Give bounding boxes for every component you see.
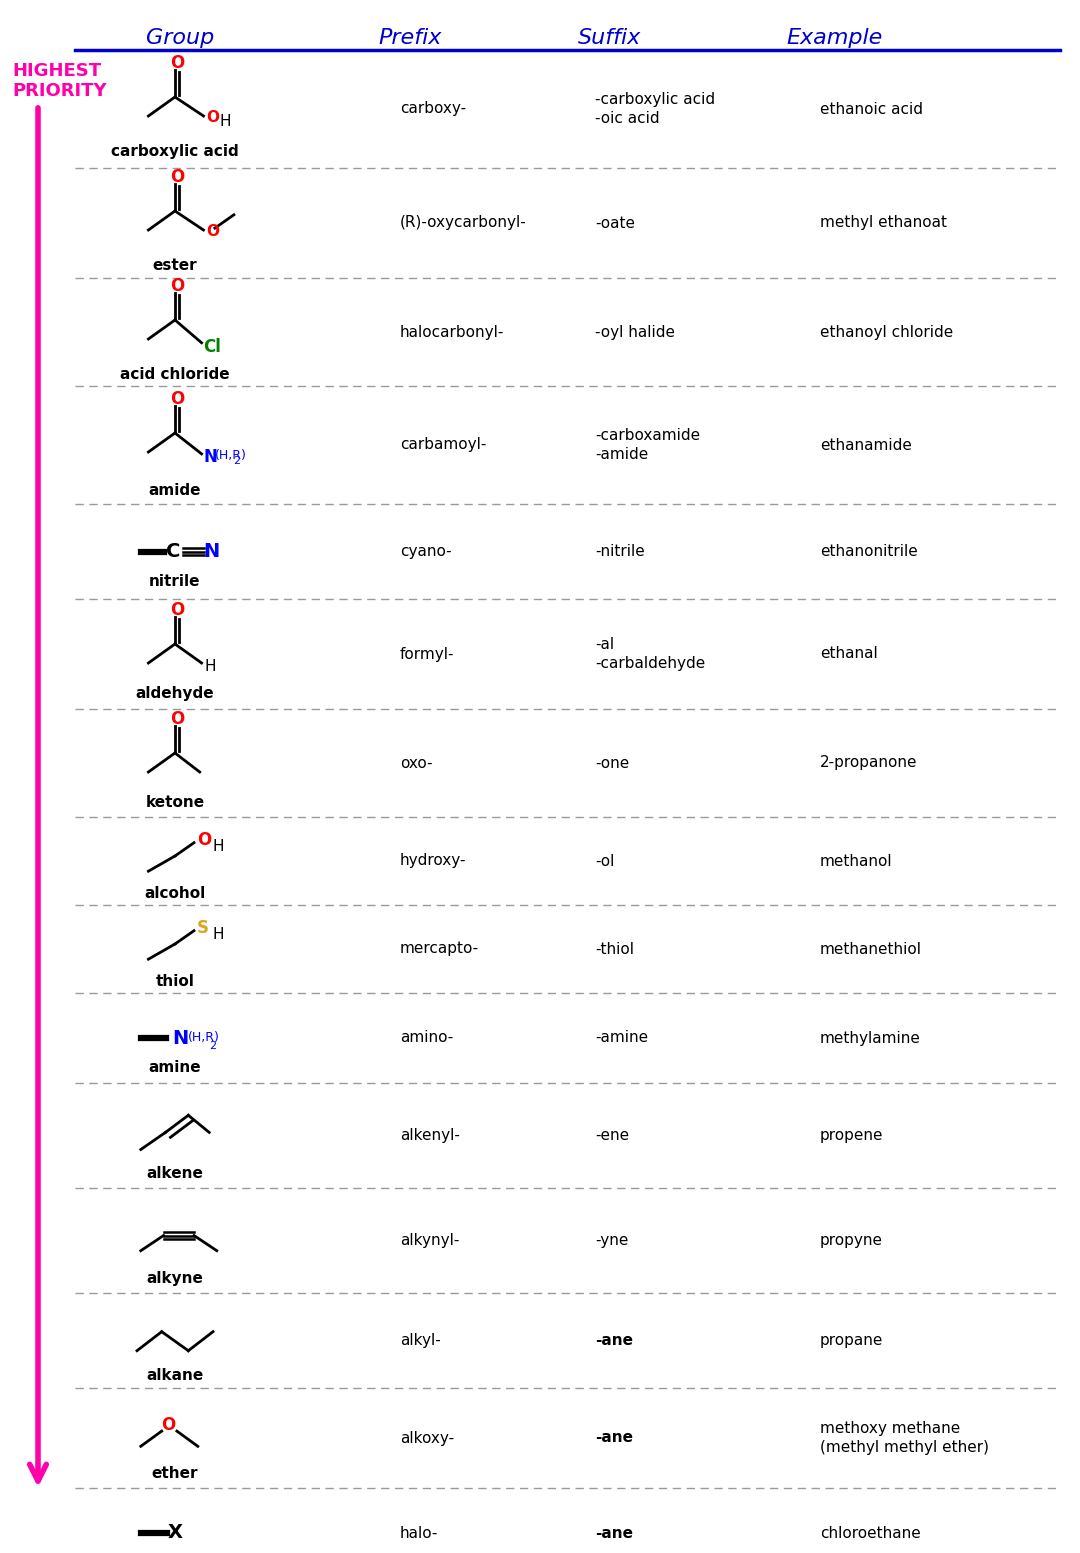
Text: methanethiol: methanethiol — [820, 941, 922, 957]
Text: X: X — [167, 1523, 183, 1542]
Text: halocarbonyl-: halocarbonyl- — [400, 325, 504, 340]
Text: C: C — [166, 542, 180, 561]
Text: 2: 2 — [233, 457, 240, 466]
Text: N: N — [203, 447, 217, 466]
Text: amide: amide — [149, 483, 201, 499]
Text: O: O — [170, 54, 184, 71]
Text: -al
-carbaldehyde: -al -carbaldehyde — [595, 637, 705, 671]
Text: propene: propene — [820, 1127, 883, 1143]
Text: propane: propane — [820, 1332, 883, 1348]
Text: alkynyl-: alkynyl- — [400, 1233, 459, 1249]
Text: alkoxy-: alkoxy- — [400, 1430, 454, 1446]
Text: -amine: -amine — [595, 1031, 648, 1045]
Text: alcohol: alcohol — [145, 887, 205, 901]
Text: O: O — [170, 168, 184, 186]
Text: O: O — [161, 1416, 175, 1433]
Text: methanol: methanol — [820, 854, 893, 868]
Text: carbamoyl-: carbamoyl- — [400, 438, 486, 452]
Text: -oyl halide: -oyl halide — [595, 325, 675, 340]
Text: oxo-: oxo- — [400, 755, 432, 770]
Text: Prefix: Prefix — [378, 28, 442, 48]
Text: methoxy methane
(methyl methyl ether): methoxy methane (methyl methyl ether) — [820, 1421, 989, 1455]
Text: -nitrile: -nitrile — [595, 544, 645, 559]
Text: amino-: amino- — [400, 1031, 454, 1045]
Text: halo-: halo- — [400, 1525, 438, 1541]
Text: O: O — [170, 710, 184, 728]
Text: carboxylic acid: carboxylic acid — [111, 144, 239, 158]
Text: alkyl-: alkyl- — [400, 1332, 441, 1348]
Text: H: H — [213, 839, 224, 854]
Text: nitrile: nitrile — [149, 573, 201, 589]
Text: -ane: -ane — [595, 1430, 633, 1446]
Text: -one: -one — [595, 755, 630, 770]
Text: acid chloride: acid chloride — [120, 367, 230, 382]
Text: O: O — [170, 390, 184, 408]
Text: (H,R): (H,R) — [188, 1031, 220, 1045]
Text: alkyne: alkyne — [147, 1270, 203, 1286]
Text: N: N — [203, 542, 219, 561]
Text: HIGHEST: HIGHEST — [12, 62, 102, 81]
Text: 2-propanone: 2-propanone — [820, 755, 918, 770]
Text: -ane: -ane — [595, 1525, 633, 1541]
Text: hydroxy-: hydroxy- — [400, 854, 467, 868]
Text: methyl ethanoat: methyl ethanoat — [820, 216, 947, 230]
Text: O: O — [206, 110, 219, 126]
Text: ether: ether — [152, 1466, 199, 1482]
Text: H: H — [204, 658, 216, 674]
Text: Example: Example — [787, 28, 883, 48]
Text: formyl-: formyl- — [400, 646, 455, 662]
Text: S: S — [197, 919, 210, 936]
Text: chloroethane: chloroethane — [820, 1525, 921, 1541]
Text: O: O — [206, 224, 219, 239]
Text: -carboxamide
-amide: -carboxamide -amide — [595, 427, 700, 463]
Text: alkene: alkene — [147, 1165, 203, 1180]
Text: N: N — [172, 1028, 188, 1048]
Text: Suffix: Suffix — [579, 28, 642, 48]
Text: PRIORITY: PRIORITY — [12, 82, 107, 99]
Text: O: O — [170, 276, 184, 295]
Text: methylamine: methylamine — [820, 1031, 921, 1045]
Text: ethanoic acid: ethanoic acid — [820, 101, 923, 116]
Text: O: O — [170, 601, 184, 618]
Text: alkenyl-: alkenyl- — [400, 1127, 460, 1143]
Text: H: H — [220, 115, 231, 129]
Text: thiol: thiol — [156, 974, 194, 989]
Text: -carboxylic acid
-oic acid: -carboxylic acid -oic acid — [595, 92, 715, 126]
Text: amine: amine — [149, 1061, 201, 1075]
Text: -ene: -ene — [595, 1127, 630, 1143]
Text: ester: ester — [152, 258, 198, 273]
Text: ethanoyl chloride: ethanoyl chloride — [820, 325, 954, 340]
Text: carboxy-: carboxy- — [400, 101, 467, 116]
Text: -ane: -ane — [595, 1332, 633, 1348]
Text: ethanonitrile: ethanonitrile — [820, 544, 918, 559]
Text: cyano-: cyano- — [400, 544, 451, 559]
Text: (R)-oxycarbonyl-: (R)-oxycarbonyl- — [400, 216, 527, 230]
Text: ethanal: ethanal — [820, 646, 878, 662]
Text: ketone: ketone — [146, 795, 204, 811]
Text: H: H — [213, 927, 224, 943]
Text: (H,R): (H,R) — [215, 449, 246, 461]
Text: alkane: alkane — [147, 1368, 204, 1384]
Text: mercapto-: mercapto- — [400, 941, 480, 957]
Text: Group: Group — [146, 28, 214, 48]
Text: -yne: -yne — [595, 1233, 629, 1249]
Text: O: O — [197, 831, 212, 849]
Text: ethanamide: ethanamide — [820, 438, 912, 452]
Text: Cl: Cl — [203, 339, 221, 356]
Text: -thiol: -thiol — [595, 941, 634, 957]
Text: -oate: -oate — [595, 216, 635, 230]
Text: 2: 2 — [210, 1041, 216, 1050]
Text: propyne: propyne — [820, 1233, 883, 1249]
Text: aldehyde: aldehyde — [136, 686, 214, 700]
Text: -ol: -ol — [595, 854, 615, 868]
